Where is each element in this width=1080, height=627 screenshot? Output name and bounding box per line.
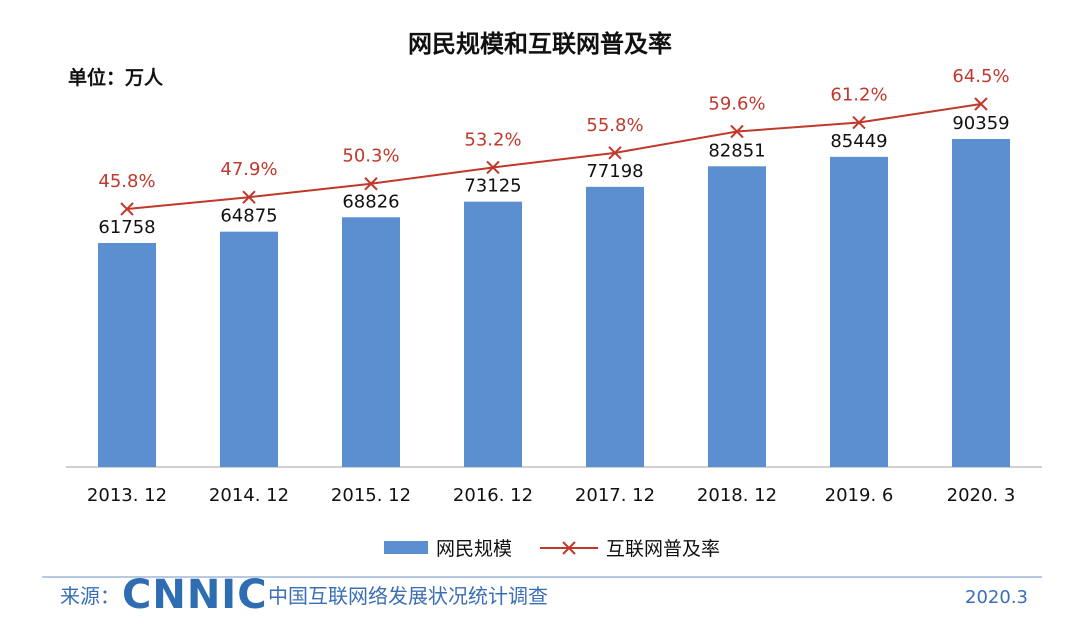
- chart-title: 网民规模和互联网普及率: [408, 30, 672, 58]
- bar: [342, 217, 400, 467]
- rate-point: [852, 115, 866, 130]
- bar: [586, 186, 644, 467]
- rate-value-label: 59.6%: [708, 94, 765, 115]
- bar: [98, 243, 156, 467]
- rate-line-group: 45.8% 47.9% 50.3% 53.2% 55.8% 59.6% 61.2% 64.5%: [98, 66, 1010, 216]
- rate-point: [486, 160, 500, 175]
- bar: [708, 166, 766, 468]
- x-tick-label: 2020. 3: [947, 485, 1016, 506]
- footer-date: 2020.3: [965, 587, 1028, 608]
- bar: [830, 156, 888, 467]
- legend-label-bar: 网民规模: [436, 538, 512, 560]
- bar-value-label: 90359: [952, 113, 1009, 134]
- x-tick-label: 2016. 12: [453, 485, 533, 506]
- x-tick-label: 2017. 12: [575, 485, 655, 506]
- rate-value-label: 61.2%: [830, 85, 887, 106]
- bar: [952, 139, 1010, 467]
- unit-label: 单位：万人: [68, 66, 164, 89]
- x-tick-label: 2015. 12: [331, 485, 411, 506]
- bar-value-label: 82851: [708, 140, 765, 161]
- x-tick-label: 2013. 12: [87, 485, 167, 506]
- footer-source-name: 中国互联网络发展状况统计调查: [268, 584, 548, 608]
- rate-line: [126, 103, 982, 210]
- bars-group: 61758 64875 68826 73125 77198 82851 85449 90359: [98, 113, 1010, 468]
- legend-x-marker: [562, 541, 576, 555]
- rate-value-label: 55.8%: [586, 115, 643, 136]
- rate-value-label: 45.8%: [98, 171, 155, 192]
- rate-value-label: 53.2%: [464, 129, 521, 150]
- legend-label-line: 互联网普及率: [606, 538, 720, 560]
- bar-value-label: 85449: [830, 131, 887, 152]
- x-axis-ticks: 2013. 12 2014. 12 2015. 12 2016. 12 2017. 12…: [87, 485, 1015, 506]
- rate-point: [974, 97, 988, 111]
- bar-value-label: 73125: [464, 176, 521, 197]
- rate-point: [608, 146, 622, 160]
- legend-swatch-bar: [384, 541, 428, 554]
- bar: [464, 201, 522, 467]
- footer-source-label: 来源：: [60, 584, 120, 608]
- rate-value-label: 47.9%: [220, 159, 277, 180]
- rate-point: [364, 177, 378, 191]
- rate-value-label: 50.3%: [342, 146, 399, 167]
- bar: [220, 231, 278, 467]
- bar-value-label: 68826: [342, 191, 399, 212]
- rate-point: [242, 190, 256, 204]
- rate-point: [730, 124, 744, 139]
- bar-value-label: 64875: [220, 206, 277, 227]
- bar-value-label: 61758: [98, 217, 155, 238]
- x-tick-label: 2018. 12: [697, 485, 777, 506]
- rate-point: [120, 202, 134, 216]
- cnnic-logo: CNNIC: [122, 572, 268, 618]
- bar-value-label: 77198: [586, 161, 643, 182]
- x-tick-label: 2014. 12: [209, 485, 289, 506]
- x-tick-label: 2019. 6: [825, 485, 894, 506]
- rate-value-label: 64.5%: [952, 66, 1009, 87]
- legend: 网民规模 互联网普及率: [384, 538, 720, 560]
